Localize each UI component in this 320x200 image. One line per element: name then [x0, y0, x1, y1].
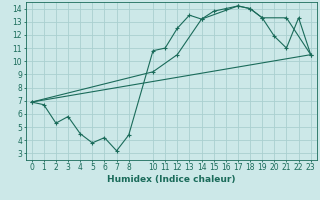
- X-axis label: Humidex (Indice chaleur): Humidex (Indice chaleur): [107, 175, 236, 184]
